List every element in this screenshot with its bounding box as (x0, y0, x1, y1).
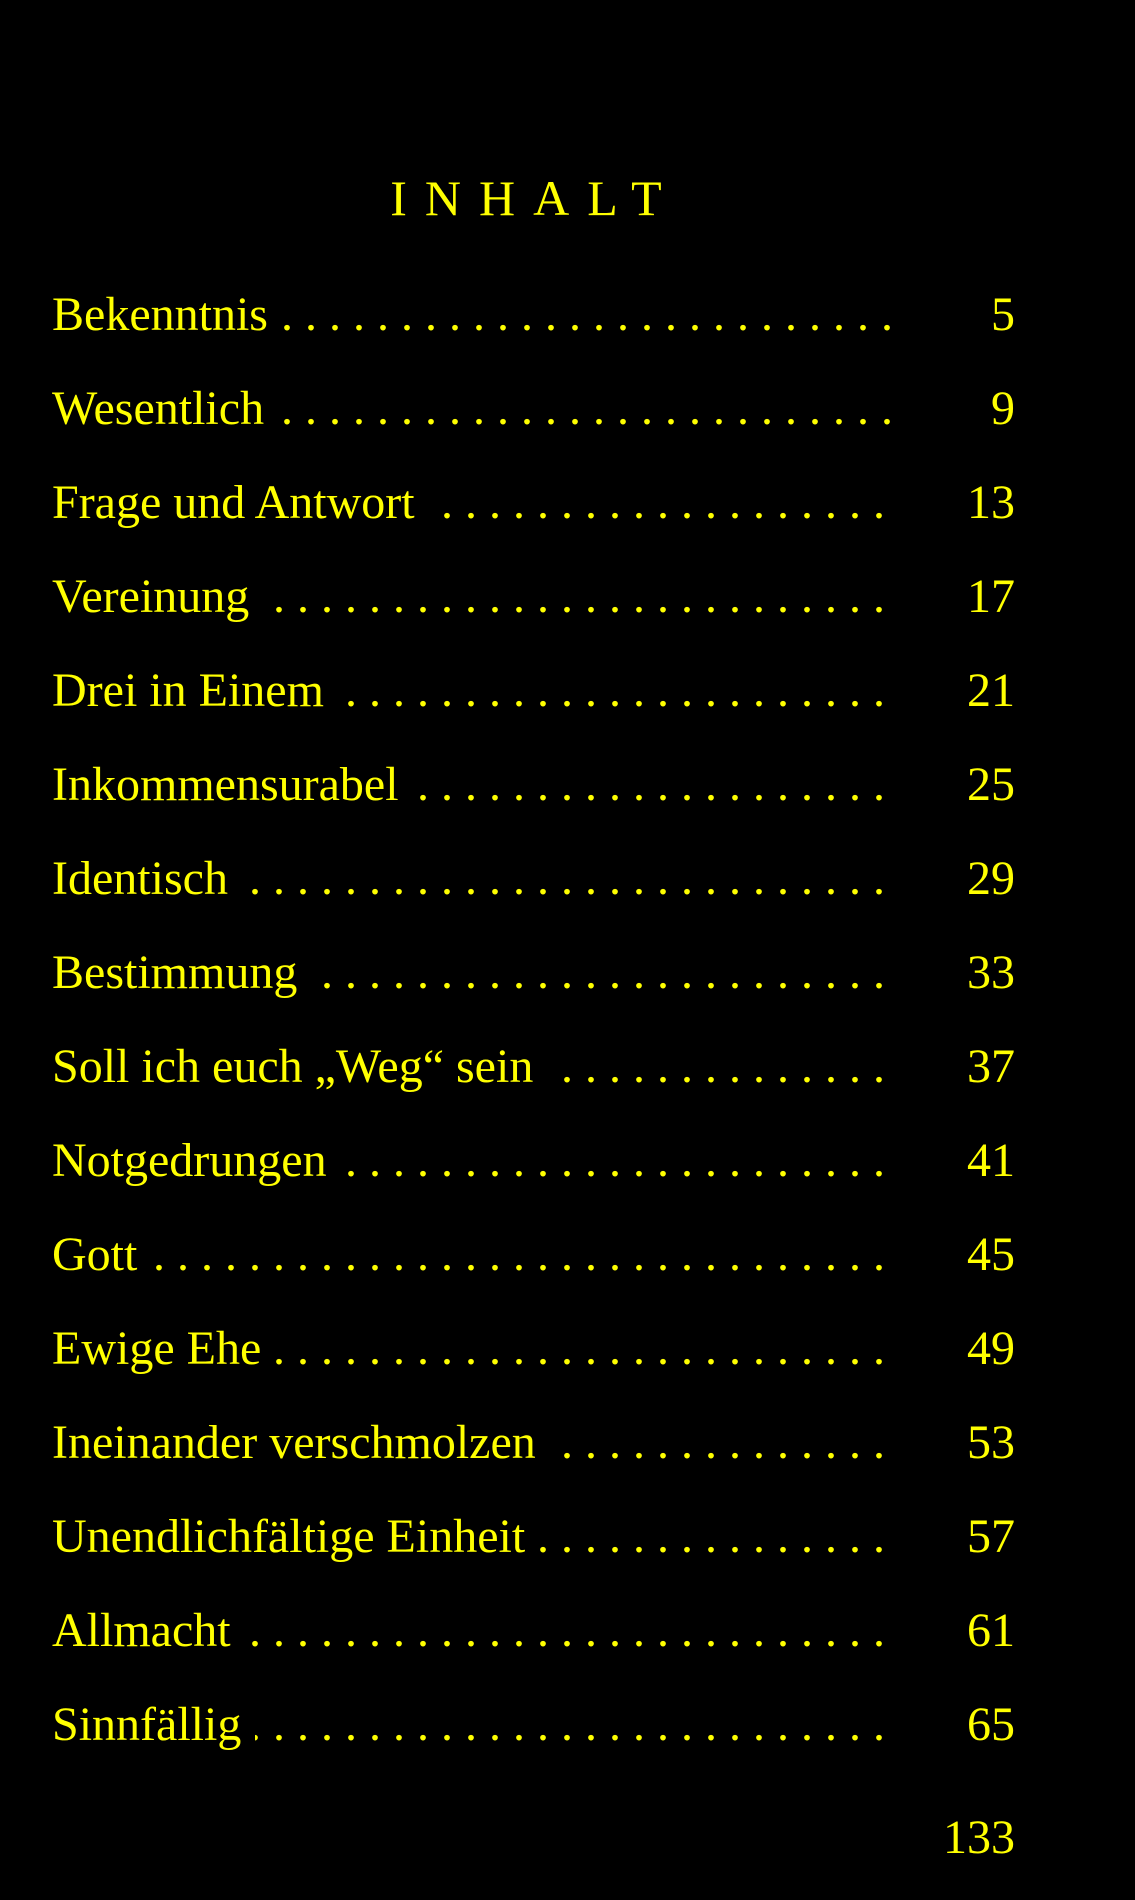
toc-entry[interactable]: Sinnfällig..............................… (52, 1695, 1015, 1755)
entry-title: Ewige Ehe (52, 1322, 262, 1375)
dot-leader: ........................................… (338, 664, 897, 717)
toc-entry[interactable]: Ewige Ehe...............................… (52, 1319, 1015, 1379)
entry-page-number: 37 (967, 1040, 1015, 1093)
dot-leader: ........................................… (263, 570, 897, 623)
page-number: 133 (943, 1811, 1015, 1864)
entry-page-number: 5 (991, 288, 1015, 341)
toc-entry[interactable]: Wesentlich..............................… (52, 379, 1015, 439)
dot-leader: ........................................… (539, 1510, 897, 1563)
entry-title: Wesentlich (52, 382, 265, 435)
entry-page-number: 21 (967, 664, 1015, 717)
entry-page-number: 29 (967, 852, 1015, 905)
toc-entry[interactable]: Allmacht................................… (52, 1601, 1015, 1661)
entry-title: Soll ich euch „Weg“ sein (52, 1040, 534, 1093)
toc-entry[interactable]: Vereinung...............................… (52, 567, 1015, 627)
toc-entry[interactable]: Ineinander verschmolzen.................… (52, 1413, 1015, 1473)
dot-leader: ........................................… (242, 852, 897, 905)
entry-title: Notgedrungen (52, 1134, 327, 1187)
dot-leader: ........................................… (255, 1698, 897, 1751)
toc-entry[interactable]: Identisch...............................… (52, 849, 1015, 909)
entry-page-number: 53 (967, 1416, 1015, 1469)
dot-leader: ........................................… (547, 1040, 897, 1093)
dot-leader: ........................................… (341, 1134, 897, 1187)
entry-title: Allmacht (52, 1604, 231, 1657)
dot-leader: ........................................… (245, 1604, 897, 1657)
entry-title: Gott (52, 1228, 138, 1281)
dot-leader: ........................................… (311, 946, 897, 999)
entry-page-number: 13 (967, 476, 1015, 529)
entry-page-number: 41 (967, 1134, 1015, 1187)
dot-leader: ........................................… (275, 1322, 897, 1375)
entry-page-number: 17 (967, 570, 1015, 623)
dot-leader: ........................................… (550, 1416, 897, 1469)
entry-title: Bekenntnis (52, 288, 268, 341)
toc-entry[interactable]: Drei in Einem...........................… (52, 661, 1015, 721)
toc-title: INHALT (390, 170, 680, 226)
toc-entry[interactable]: Bekenntnis..............................… (52, 285, 1015, 345)
entry-title: Identisch (52, 852, 228, 905)
entry-title: Ineinander verschmolzen (52, 1416, 536, 1469)
dot-leader: ........................................… (428, 476, 897, 529)
dot-leader: ........................................… (281, 288, 905, 341)
entry-title: Bestimmung (52, 946, 298, 999)
entry-title: Sinnfällig (52, 1698, 242, 1751)
toc-entry[interactable]: Soll ich euch „Weg“ sein................… (52, 1037, 1015, 1097)
toc-entry[interactable]: Notgedrungen............................… (52, 1131, 1015, 1191)
entry-title: Inkommensurabel (52, 758, 399, 811)
entry-page-number: 61 (967, 1604, 1015, 1657)
toc-entry[interactable]: Gott....................................… (52, 1225, 1015, 1285)
toc-entry[interactable]: Inkommensurabel.........................… (52, 755, 1015, 815)
entry-title: Frage und Antwort (52, 476, 415, 529)
dot-leader: ........................................… (413, 758, 897, 811)
entry-title: Drei in Einem (52, 664, 324, 717)
toc-entry[interactable]: Unendlichfältige Einheit................… (52, 1507, 1015, 1567)
toc-entry[interactable]: Bestimmung..............................… (52, 943, 1015, 1003)
entry-page-number: 25 (967, 758, 1015, 811)
toc-entry[interactable]: Frage und Antwort.......................… (52, 473, 1015, 533)
dot-leader: ........................................… (151, 1228, 897, 1281)
entry-page-number: 33 (967, 946, 1015, 999)
dot-leader: ........................................… (278, 382, 905, 435)
entry-page-number: 49 (967, 1322, 1015, 1375)
entry-page-number: 57 (967, 1510, 1015, 1563)
entry-title: Vereinung (52, 570, 250, 623)
entry-page-number: 45 (967, 1228, 1015, 1281)
entry-title: Unendlichfältige Einheit (52, 1510, 526, 1563)
entry-page-number: 65 (967, 1698, 1015, 1751)
entry-page-number: 9 (991, 382, 1015, 435)
